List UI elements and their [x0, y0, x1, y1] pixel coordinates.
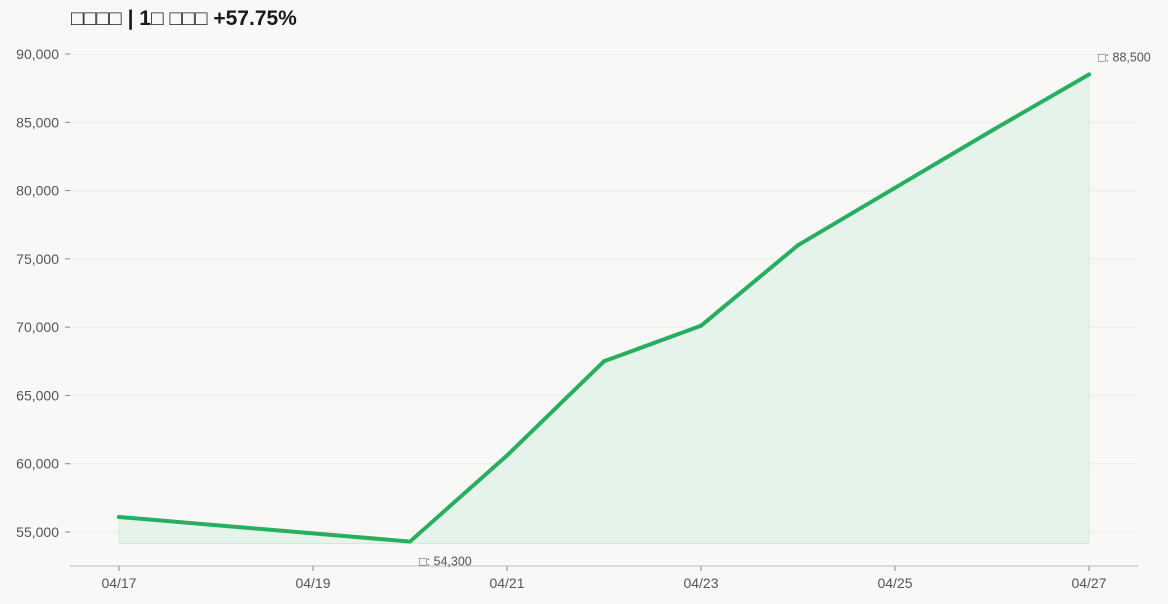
x-axis: 04/17 04/19 04/21 04/23 04/25 04/27 [70, 565, 1138, 591]
y-tick: 65,000 [16, 387, 59, 403]
y-tick-label: 55,000 [16, 524, 59, 540]
data-point [796, 243, 800, 248]
x-tick: 04/21 [489, 575, 524, 591]
y-tick-label: 65,000 [16, 387, 59, 403]
y-tick: 80,000 [16, 183, 59, 199]
y-tick: 70,000 [16, 319, 59, 335]
x-tick: 04/19 [295, 575, 330, 591]
chart-title: □□□□ | 1□ □□□ +57.75% [71, 7, 297, 30]
y-tick-label: 75,000 [16, 251, 59, 267]
x-tick: 04/27 [1071, 575, 1106, 591]
x-tick: 04/23 [683, 575, 718, 591]
data-point [893, 185, 897, 190]
y-tick: 85,000 [16, 114, 59, 130]
data-point [602, 359, 606, 364]
series-line-layer [117, 72, 1091, 544]
x-tick: 04/25 [877, 575, 912, 591]
y-axis: 55,000 60,000 65,000 70,000 75,000 80,000 85,0… [16, 46, 70, 540]
min-annotation: □: 54,300 [419, 555, 472, 569]
area-fill [118, 73, 1090, 545]
y-tick: 75,000 [16, 251, 59, 267]
y-tick: 90,000 [16, 46, 59, 62]
max-annotation: □: 88,500 [1098, 50, 1151, 64]
y-tick-label: 70,000 [16, 319, 59, 335]
annotations: □: 54,300 □: 88,500 [419, 50, 1151, 568]
x-tick-label: 04/17 [101, 575, 136, 591]
y-tick-label: 90,000 [16, 46, 59, 62]
x-tick-label: 04/27 [1071, 575, 1106, 591]
y-tick-label: 80,000 [16, 183, 59, 199]
y-tick-label: 85,000 [16, 114, 59, 130]
x-tick-label: 04/21 [489, 575, 524, 591]
area-fill-layer [118, 73, 1090, 545]
y-tick: 55,000 [16, 524, 59, 540]
data-point [505, 453, 509, 458]
data-point [699, 323, 703, 328]
y-tick-label: 60,000 [16, 456, 59, 472]
x-tick: 04/17 [101, 575, 136, 591]
x-tick-label: 04/19 [295, 575, 330, 591]
data-point [1087, 72, 1091, 77]
data-point [117, 514, 121, 519]
x-tick-label: 04/23 [683, 575, 718, 591]
y-tick: 60,000 [16, 456, 59, 472]
data-point [990, 128, 994, 133]
data-point [408, 539, 412, 544]
x-tick-label: 04/25 [877, 575, 912, 591]
